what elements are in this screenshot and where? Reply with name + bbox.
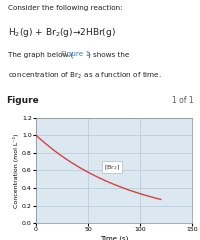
X-axis label: Time (s): Time (s): [100, 235, 128, 240]
Text: 1 of 1: 1 of 1: [172, 96, 194, 105]
Y-axis label: Concentration (mol L⁻¹): Concentration (mol L⁻¹): [13, 133, 19, 208]
Text: Figure: Figure: [6, 96, 39, 105]
Text: H$_2$(g) + Br$_2$(g)→2HBr(g): H$_2$(g) + Br$_2$(g)→2HBr(g): [8, 25, 116, 39]
Text: concentration of Br$_2$ as a function of time.: concentration of Br$_2$ as a function of…: [8, 71, 162, 81]
Text: Consider the following reaction:: Consider the following reaction:: [8, 5, 123, 11]
Text: ) shows the: ) shows the: [88, 51, 129, 58]
Text: The graph below (: The graph below (: [8, 51, 74, 58]
Text: [Br$_2$]: [Br$_2$]: [104, 163, 120, 172]
Text: Figure 1: Figure 1: [61, 51, 90, 57]
